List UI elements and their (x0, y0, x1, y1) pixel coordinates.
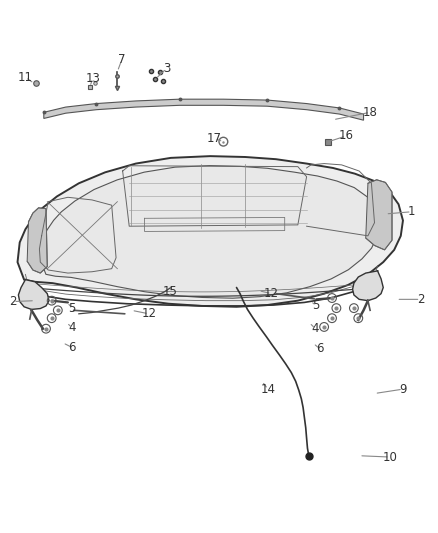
Text: 14: 14 (261, 383, 276, 395)
Text: 2: 2 (417, 293, 424, 306)
Text: 15: 15 (162, 285, 177, 298)
Text: 18: 18 (363, 106, 378, 119)
Text: 12: 12 (264, 287, 279, 300)
Text: 6: 6 (68, 341, 76, 354)
Text: 3: 3 (163, 62, 170, 75)
Text: 17: 17 (207, 132, 222, 145)
Text: 5: 5 (312, 300, 319, 312)
Text: 2: 2 (9, 295, 17, 308)
Text: 11: 11 (18, 71, 33, 84)
Polygon shape (366, 180, 392, 250)
Polygon shape (353, 271, 383, 301)
Text: 5: 5 (69, 302, 76, 314)
Text: 9: 9 (399, 383, 407, 395)
Polygon shape (27, 208, 47, 273)
Polygon shape (18, 280, 49, 310)
Text: 13: 13 (85, 71, 100, 85)
Text: 16: 16 (339, 130, 353, 142)
Text: 12: 12 (141, 308, 156, 320)
Polygon shape (40, 166, 379, 298)
Text: 6: 6 (316, 342, 324, 356)
Text: 1: 1 (408, 205, 416, 218)
Text: 7: 7 (118, 53, 126, 66)
Polygon shape (18, 156, 403, 307)
Text: 10: 10 (382, 450, 397, 464)
Polygon shape (44, 99, 364, 120)
Text: 4: 4 (311, 322, 319, 335)
Text: 4: 4 (68, 321, 76, 334)
